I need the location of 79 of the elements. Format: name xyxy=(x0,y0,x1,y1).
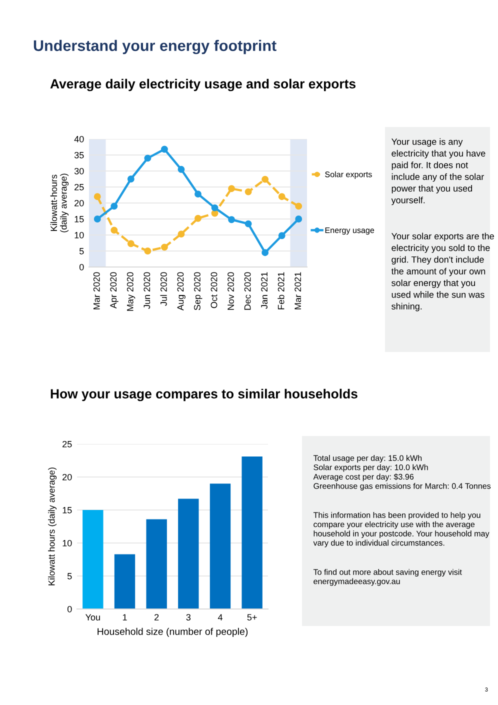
y-tick-label: 10 xyxy=(62,540,72,546)
text: Understand your energy footprint xyxy=(34,40,276,54)
point xyxy=(160,146,168,153)
y-axis-title: Kilowatt hours (daily average) xyxy=(48,468,57,586)
x-tick-label: Apr 2020 xyxy=(110,272,118,308)
x-tick-label: Mar 2021 xyxy=(294,272,302,310)
point xyxy=(244,188,252,196)
x-tick-label: Nov 2020 xyxy=(228,272,234,310)
x-tick-label: Jun 2020 xyxy=(144,272,150,309)
bar xyxy=(242,456,262,609)
y-tick-label: 35 xyxy=(74,152,84,158)
point xyxy=(194,190,202,198)
point xyxy=(278,193,286,200)
bar xyxy=(146,519,167,609)
x-tick-label: 2 xyxy=(154,614,159,620)
point xyxy=(127,176,134,182)
point xyxy=(144,248,152,254)
legend-label: Energy usage xyxy=(325,227,374,235)
text: To find out more about saving energy visit energymadeeasy.gov.au xyxy=(313,569,462,586)
y-tick-label: 30 xyxy=(74,168,84,174)
x-tick-label: Jan 2021 xyxy=(261,272,268,309)
x-tick-label: Oct 2020 xyxy=(210,272,218,308)
point xyxy=(127,240,134,248)
x-tick-label: Sep 2020 xyxy=(194,272,202,310)
bar xyxy=(178,498,199,609)
x-tick-label: Dec 2020 xyxy=(244,272,251,310)
chart-title: Average daily electricity usage and solar exports xyxy=(50,78,356,92)
bar xyxy=(210,484,231,609)
point xyxy=(94,216,101,222)
bar xyxy=(82,510,104,609)
point xyxy=(278,232,286,240)
y-tick-label: 20 xyxy=(62,474,72,480)
y-tick-label: 0 xyxy=(79,264,84,270)
point xyxy=(211,204,218,212)
x-tick-label: Feb 2021 xyxy=(278,272,284,310)
y-tick-label: 10 xyxy=(74,232,84,238)
point xyxy=(178,230,185,238)
x-tick-label: You xyxy=(85,614,100,620)
point xyxy=(194,214,202,222)
point xyxy=(110,226,118,234)
x-tick-label: 3 xyxy=(186,614,191,620)
y-tick-label: 40 xyxy=(74,136,84,142)
y-tick-label: 20 xyxy=(74,200,84,206)
point xyxy=(160,244,168,251)
x-tick-label: 1 xyxy=(122,614,127,620)
y-axis-title: Kilowatt-hours (daily average) xyxy=(50,174,69,232)
point xyxy=(144,154,152,162)
text: Your solar exports are the electricity you sold to the grid. They don't include the amount of your own solar energy that you used while the sun was shining. xyxy=(391,232,494,312)
point xyxy=(110,202,118,210)
x-tick-label: 4 xyxy=(218,614,222,620)
point xyxy=(211,210,218,217)
x-tick-label: Aug 2020 xyxy=(177,272,186,310)
text: This information has been provided to help you compare your electricity use with the average household in your postcode. Your household may vary due to individual circumstances. xyxy=(313,512,490,548)
point xyxy=(228,216,236,224)
x-tick-label: 5+ xyxy=(247,614,257,620)
point xyxy=(295,216,302,222)
y-tick-label: 5 xyxy=(79,248,84,254)
bar xyxy=(114,554,136,609)
y-tick-label: 15 xyxy=(62,507,72,514)
text: Your usage is any electricity that you have paid for. It does not include any of the solar power that you used yourself. xyxy=(391,138,486,206)
x-tick-label: Jul 2020 xyxy=(160,272,167,306)
y-tick-label: 25 xyxy=(74,184,84,190)
x-axis-title: Household size (number of people) xyxy=(98,628,248,637)
point xyxy=(262,176,269,183)
y-tick-label: 15 xyxy=(74,216,84,222)
x-tick-label: May 2020 xyxy=(126,272,136,311)
point xyxy=(295,202,302,210)
point xyxy=(228,185,236,192)
y-tick-label: 5 xyxy=(67,573,72,580)
y-tick-label: 25 xyxy=(62,440,72,448)
point xyxy=(262,249,269,256)
y-tick-label: 0 xyxy=(67,606,72,612)
x-tick-label: Mar 2020 xyxy=(93,272,100,310)
point xyxy=(94,193,101,200)
text: Total usage per day: 15.0 kWh Solar exports per day: 10.0 kWh Average cost per day: $3.96 Greenhouse gas emissions for March: 0.4 Tonnes xyxy=(313,455,491,490)
point xyxy=(244,220,252,228)
legend-label: Solar exports xyxy=(325,171,372,179)
point xyxy=(178,166,185,173)
chart-title: How your usage compares to similar households xyxy=(50,388,358,402)
